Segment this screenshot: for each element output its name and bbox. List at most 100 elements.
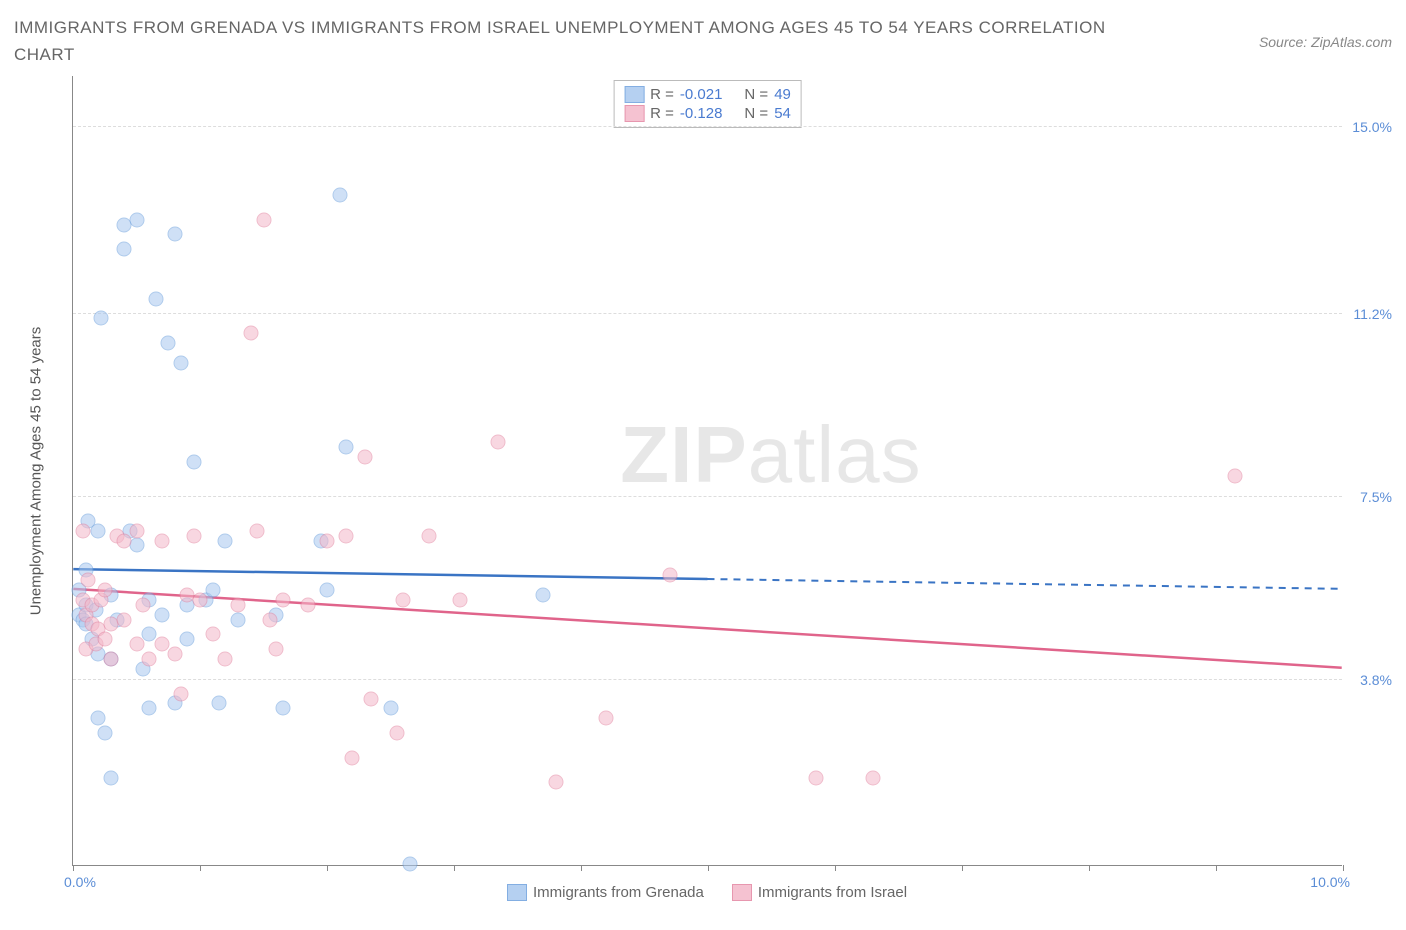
- data-point-israel: [167, 647, 182, 662]
- data-point-israel: [491, 434, 506, 449]
- x-tick: [581, 865, 582, 871]
- trend-lines-layer: [73, 76, 1342, 865]
- grid-line: 11.2%: [73, 313, 1342, 314]
- x-tick: [73, 865, 74, 871]
- data-point-grenada: [535, 587, 550, 602]
- data-point-grenada: [148, 291, 163, 306]
- data-point-israel: [320, 533, 335, 548]
- trend-line-grenada-dashed: [708, 579, 1342, 589]
- data-point-grenada: [339, 439, 354, 454]
- swatch-grenada: [507, 884, 527, 901]
- data-point-israel: [808, 770, 823, 785]
- x-tick: [1216, 865, 1217, 871]
- data-point-grenada: [332, 187, 347, 202]
- data-point-grenada: [116, 242, 131, 257]
- data-point-israel: [116, 533, 131, 548]
- data-point-israel: [548, 775, 563, 790]
- swatch-israel: [732, 884, 752, 901]
- data-point-israel: [339, 528, 354, 543]
- data-point-grenada: [180, 632, 195, 647]
- stat-r-label: R =: [650, 105, 674, 122]
- source-name: ZipAtlas.com: [1311, 34, 1392, 50]
- stat-n-value: 49: [774, 86, 791, 103]
- chart-title: IMMIGRANTS FROM GRENADA VS IMMIGRANTS FR…: [14, 14, 1114, 68]
- grid-line: 15.0%: [73, 126, 1342, 127]
- watermark-light: atlas: [748, 410, 922, 499]
- data-point-grenada: [91, 711, 106, 726]
- data-point-israel: [186, 528, 201, 543]
- data-point-israel: [97, 582, 112, 597]
- source-prefix: Source:: [1259, 34, 1311, 50]
- data-point-grenada: [212, 696, 227, 711]
- stat-n-label: N =: [744, 86, 768, 103]
- data-point-grenada: [129, 212, 144, 227]
- y-tick-label: 7.5%: [1360, 489, 1392, 505]
- plot-area: ZIPatlas R =-0.021N =49R =-0.128N =54 3.…: [72, 76, 1342, 866]
- legend-item-grenada: Immigrants from Grenada: [507, 884, 704, 901]
- stat-r-label: R =: [650, 86, 674, 103]
- data-point-israel: [173, 686, 188, 701]
- data-point-israel: [345, 750, 360, 765]
- data-point-israel: [256, 212, 271, 227]
- data-point-israel: [205, 627, 220, 642]
- swatch-israel: [624, 105, 644, 122]
- data-point-israel: [231, 597, 246, 612]
- grid-line: 3.8%: [73, 679, 1342, 680]
- stats-row-israel: R =-0.128N =54: [624, 104, 791, 123]
- data-point-israel: [243, 326, 258, 341]
- data-point-israel: [396, 592, 411, 607]
- data-point-grenada: [231, 612, 246, 627]
- data-point-israel: [421, 528, 436, 543]
- x-tick: [327, 865, 328, 871]
- stat-r-value: -0.128: [680, 105, 723, 122]
- data-point-israel: [275, 592, 290, 607]
- x-tick: [454, 865, 455, 871]
- legend-item-israel: Immigrants from Israel: [732, 884, 907, 901]
- y-tick-label: 11.2%: [1353, 306, 1392, 322]
- data-point-israel: [364, 691, 379, 706]
- x-tick: [835, 865, 836, 871]
- data-point-israel: [129, 637, 144, 652]
- data-point-grenada: [320, 582, 335, 597]
- data-point-israel: [97, 632, 112, 647]
- x-tick: [1089, 865, 1090, 871]
- data-point-grenada: [218, 533, 233, 548]
- trend-line-israel: [73, 589, 1341, 668]
- data-point-israel: [129, 523, 144, 538]
- data-point-israel: [453, 592, 468, 607]
- data-point-grenada: [91, 523, 106, 538]
- data-point-israel: [142, 652, 157, 667]
- y-tick-label: 3.8%: [1360, 672, 1392, 688]
- swatch-grenada: [624, 86, 644, 103]
- data-point-israel: [81, 573, 96, 588]
- x-tick: [1343, 865, 1344, 871]
- x-tick: [708, 865, 709, 871]
- y-axis-title: Unemployment Among Ages 45 to 54 years: [28, 327, 45, 616]
- stat-n-label: N =: [744, 105, 768, 122]
- watermark-bold: ZIP: [620, 410, 747, 499]
- legend-label: Immigrants from Grenada: [533, 884, 704, 901]
- data-point-israel: [866, 770, 881, 785]
- stats-legend-box: R =-0.021N =49R =-0.128N =54: [613, 80, 802, 128]
- y-tick-label: 15.0%: [1352, 119, 1392, 135]
- data-point-grenada: [186, 454, 201, 469]
- data-point-israel: [76, 523, 91, 538]
- data-point-israel: [154, 533, 169, 548]
- data-point-israel: [1228, 469, 1243, 484]
- data-point-grenada: [93, 311, 108, 326]
- data-point-israel: [389, 726, 404, 741]
- data-point-grenada: [275, 701, 290, 716]
- watermark: ZIPatlas: [620, 409, 921, 501]
- data-point-israel: [250, 523, 265, 538]
- data-point-israel: [358, 449, 373, 464]
- data-point-israel: [135, 597, 150, 612]
- chart-container: Unemployment Among Ages 45 to 54 years Z…: [14, 76, 1392, 916]
- legend-label: Immigrants from Israel: [758, 884, 907, 901]
- data-point-israel: [662, 568, 677, 583]
- x-tick: [962, 865, 963, 871]
- data-point-grenada: [104, 770, 119, 785]
- data-point-grenada: [173, 355, 188, 370]
- data-point-grenada: [205, 582, 220, 597]
- data-point-israel: [269, 642, 284, 657]
- header: IMMIGRANTS FROM GRENADA VS IMMIGRANTS FR…: [14, 14, 1392, 68]
